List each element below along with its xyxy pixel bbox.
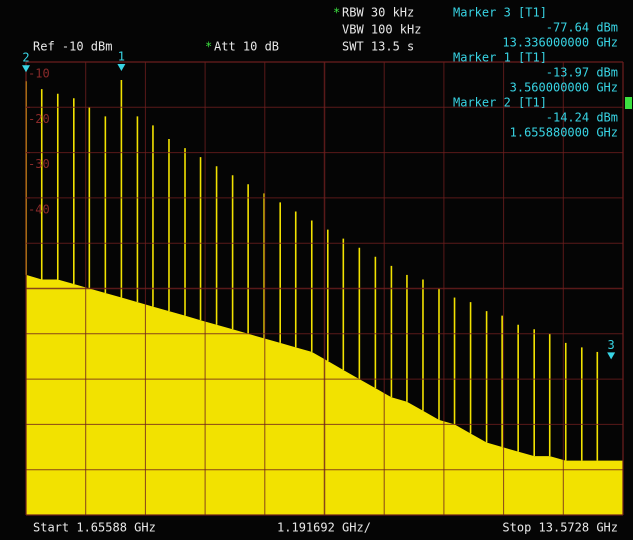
vbw: VBW 100 kHz [342, 23, 421, 37]
start-freq: Start 1.65588 GHz [33, 521, 156, 535]
marker-name: Marker 1 [T1] [453, 51, 547, 65]
marker-freq: 13.336000000 GHz [502, 36, 618, 50]
marker-flag: 2 [22, 51, 29, 65]
span-per-div: 1.191692 GHz/ [277, 521, 371, 535]
marker-level: -77.64 dBm [546, 21, 618, 35]
marker-level: -14.24 dBm [546, 111, 618, 125]
att-flag: * [205, 40, 212, 54]
att: Att 10 dB [214, 40, 279, 54]
y-tick-label: -30 [28, 157, 50, 171]
rbw: RBW 30 kHz [342, 6, 414, 20]
swt: SWT 13.5 s [342, 40, 414, 54]
y-tick-label: -20 [28, 112, 50, 126]
status-indicator [625, 97, 632, 109]
marker-triangle [117, 63, 126, 71]
marker-triangle [22, 65, 30, 73]
marker-name: Marker 2 [T1] [453, 96, 547, 110]
y-tick-label: -10 [28, 67, 50, 81]
rbw-flag: * [333, 6, 340, 20]
marker-freq: 1.655880000 GHz [510, 126, 618, 140]
y-tick-label: -40 [28, 202, 50, 216]
marker-freq: 3.560000000 GHz [510, 81, 618, 95]
marker-name: Marker 3 [T1] [453, 6, 547, 20]
ref-level: Ref -10 dBm [33, 40, 112, 54]
marker-triangle [607, 352, 616, 360]
marker-flag: 1 [118, 49, 125, 63]
stop-freq: Stop 13.5728 GHz [502, 521, 618, 535]
marker-flag: 3 [608, 338, 615, 352]
marker-level: -13.97 dBm [546, 66, 618, 80]
